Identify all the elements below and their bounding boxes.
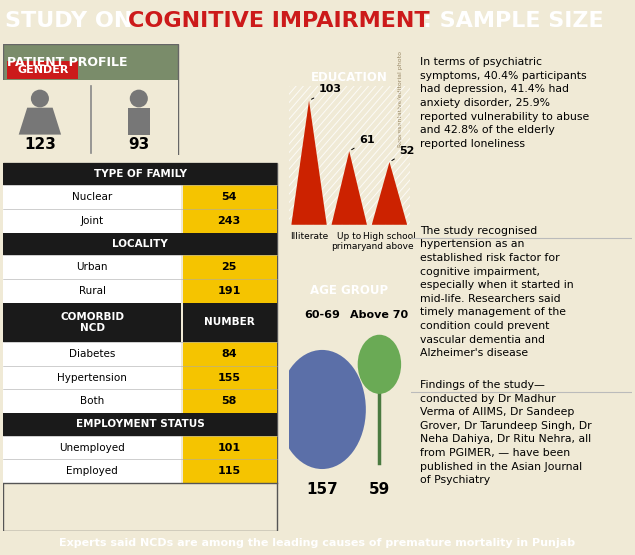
Text: : SAMPLE SIZE: : SAMPLE SIZE [423,11,604,32]
Text: 25: 25 [222,262,237,272]
Text: EMPLOYMENT STATUS: EMPLOYMENT STATUS [76,420,204,430]
Bar [183,390,277,413]
Polygon shape [291,100,327,225]
Text: Rural: Rural [79,286,105,296]
Bar [183,366,277,390]
Bar [128,108,150,135]
Bar [183,279,277,302]
Bar [183,209,277,233]
Text: Experts said NCDs are among the leading causes of premature mortality in Punjab: Experts said NCDs are among the leading … [60,538,575,548]
Text: Findings of the study—
conducted by Dr Madhur
Verma of AIIMS, Dr Sandeep
Grover,: Findings of the study— conducted by Dr M… [420,380,592,485]
Text: High school
and above: High school and above [363,232,416,251]
Text: 157: 157 [306,482,338,497]
Polygon shape [371,162,407,225]
FancyBboxPatch shape [8,61,78,79]
Bar [3,302,181,342]
Text: Employed: Employed [66,466,118,476]
Circle shape [358,335,401,394]
Text: 243: 243 [218,216,241,226]
Polygon shape [18,108,61,135]
Text: 59: 59 [369,482,390,497]
Bar [3,413,277,436]
Text: COGNITIVE IMPAIRMENT: COGNITIVE IMPAIRMENT [128,11,430,32]
Polygon shape [331,151,367,225]
Text: In terms of psychiatric
symptoms, 40.4% participants
had depression, 41.4% had
a: In terms of psychiatric symptoms, 40.4% … [420,57,589,149]
Bar [183,436,277,460]
Bar [3,233,277,255]
Bar [3,279,181,302]
Bar [3,209,181,233]
Text: Joint: Joint [81,216,104,226]
Text: 54: 54 [222,192,237,202]
Text: Diabetes: Diabetes [69,349,116,359]
Text: COMORBID
NCD: COMORBID NCD [60,311,124,333]
Text: EDUCATION: EDUCATION [311,71,388,84]
Bar [3,436,181,460]
Circle shape [130,90,148,108]
Bar [3,366,181,390]
Text: 52: 52 [392,146,415,160]
Text: AGE GROUP: AGE GROUP [310,284,389,297]
Text: Unemployed: Unemployed [59,442,125,452]
Bar [3,342,181,366]
Text: 58: 58 [222,396,237,406]
Bar [3,390,181,413]
Bar [183,342,277,366]
Text: 103: 103 [312,84,342,99]
Bar [3,163,277,185]
Text: Nuclear: Nuclear [72,192,112,202]
Bar [183,302,277,342]
Text: PATIENT PROFILE: PATIENT PROFILE [8,56,128,69]
Bar [183,255,277,279]
FancyBboxPatch shape [3,80,178,155]
Text: 60-69: 60-69 [304,310,340,320]
Text: Urban: Urban [76,262,108,272]
Text: NUMBER: NUMBER [204,317,255,327]
Text: GENDER: GENDER [17,65,69,75]
Text: The study recognised
hypertension as an
established risk factor for
cognitive im: The study recognised hypertension as an … [420,226,574,358]
Circle shape [31,90,49,108]
Text: 61: 61 [352,135,375,150]
Text: 123: 123 [24,137,56,153]
Text: Illiterate: Illiterate [290,232,328,241]
Text: Representative/editorial photo: Representative/editorial photo [398,51,403,147]
Text: 84: 84 [222,349,237,359]
Text: 115: 115 [218,466,241,476]
Text: 155: 155 [218,372,241,382]
Text: LOCALITY: LOCALITY [112,239,168,249]
Bar [3,460,181,483]
Bar [183,185,277,209]
Text: Above 70: Above 70 [351,310,408,320]
Text: Up to
primary: Up to primary [331,232,367,251]
Text: Hypertension: Hypertension [57,372,127,382]
Circle shape [278,350,366,469]
Text: 101: 101 [218,442,241,452]
Text: Both: Both [80,396,104,406]
Text: TYPE OF FAMILY: TYPE OF FAMILY [94,169,187,179]
Text: STUDY ON: STUDY ON [5,11,140,32]
Bar [183,460,277,483]
Bar [3,255,181,279]
FancyBboxPatch shape [3,44,178,155]
Text: 191: 191 [218,286,241,296]
Text: 93: 93 [128,137,149,153]
Bar [3,185,181,209]
